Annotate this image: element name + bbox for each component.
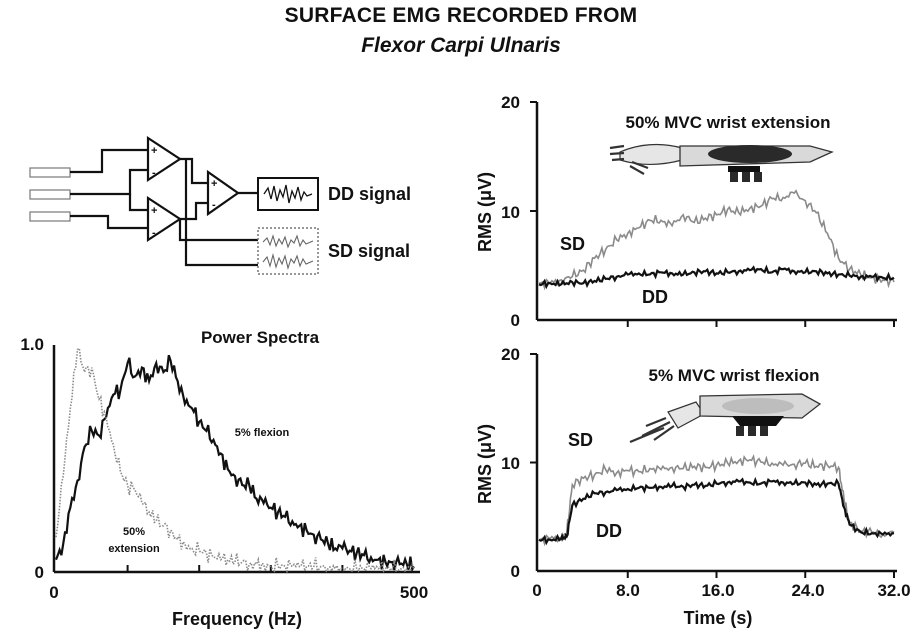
wire-e3 [70,214,148,230]
ps-annotation-extension: extension [108,543,160,555]
amp2-plus: + [151,205,157,217]
series-line-sd [538,189,895,291]
rms1-ytick-20: 20 [501,93,520,112]
rms1-dd-label: DD [642,287,668,307]
rms2-sd-label: SD [568,430,593,450]
rms1-title: 50% MVC wrist extension [625,113,830,132]
wire-sd-top [178,219,258,242]
figure-subtitle: Flexor Carpi Ulnaris [361,34,561,57]
power-spectra-chart: Power Spectra 1.0 0 0 500 Frequency (Hz)… [20,328,428,629]
rms1-sd-label: SD [560,234,585,254]
arm-flexion-illustration [629,393,822,444]
amp1-minus: - [152,167,156,179]
sd-signal-trace-1 [262,234,314,249]
rms2-dd-label: DD [596,521,622,541]
ps-ytick-label-top: 1.0 [20,335,44,354]
electrode-3 [29,211,71,222]
sd-signal-label: SD signal [328,241,410,261]
ps-annotation-50: 50% [123,526,145,538]
ps-xtick-label-zero: 0 [49,583,58,602]
dd-signal-trace [263,184,313,204]
series-line-5-flexion [54,354,415,573]
ps-ytick-label-zero: 0 [35,563,44,582]
amplifier-3 [206,169,240,217]
wire-e2b [128,194,148,212]
series-line-sd [538,454,895,547]
power-spectra-title: Power Spectra [201,328,320,347]
rms2-xtick-16: 16.0 [701,581,734,600]
rms2-xtick-0: 0 [532,581,541,600]
rms1-y-axis-label: RMS (μV) [475,172,495,252]
electrode-2 [29,189,71,200]
wire-a2-out [180,201,208,221]
ps-xtick-label-500: 500 [400,583,428,602]
wire-e1 [70,148,148,174]
rms1-ytick-0: 0 [511,311,520,330]
arm-extension-illustration [609,143,834,182]
rms2-title: 5% MVC wrist flexion [649,366,820,385]
amp2-minus: - [152,227,156,239]
amp1-plus: + [151,145,157,157]
electrode-1 [29,167,71,178]
ps-x-axis-label: Frequency (Hz) [172,609,302,629]
figure-title: SURFACE EMG RECORDED FROM [284,4,638,27]
rms2-ytick-0: 0 [511,562,520,581]
amp3-minus: - [212,199,216,211]
rms-extension-chart: 50% MVC wrist extension 20 10 0 RMS (μV)… [475,93,897,330]
amplifier-schematic [29,135,319,275]
wire-sd-bottom [184,159,258,267]
amp3-plus: + [211,178,217,190]
series-line-dd [538,264,895,290]
sd-signal-trace-2 [262,252,314,270]
rms2-xtick-32: 32.0 [877,581,910,600]
series-line-dd [538,476,895,546]
rms2-y-axis-label: RMS (μV) [475,424,495,504]
ps-annotation-flexion: 5% flexion [235,427,290,439]
series-line-50-extension [55,347,415,574]
wire-e2a [70,168,148,196]
rms2-ytick-20: 20 [501,345,520,364]
rms1-ytick-10: 10 [501,203,520,222]
rms2-ytick-10: 10 [501,454,520,473]
amplifier-1 [146,135,183,183]
rms2-xtick-24: 24.0 [791,581,824,600]
amplifier-2 [146,195,183,243]
rms-flexion-chart: 5% MVC wrist flexion 20 10 0 RMS (μV) SD… [475,345,911,628]
dd-signal-label: DD signal [328,184,411,204]
wire-a1-out [180,157,208,185]
rms2-xtick-8: 8.0 [616,581,640,600]
rms2-x-axis-label: Time (s) [684,608,753,628]
